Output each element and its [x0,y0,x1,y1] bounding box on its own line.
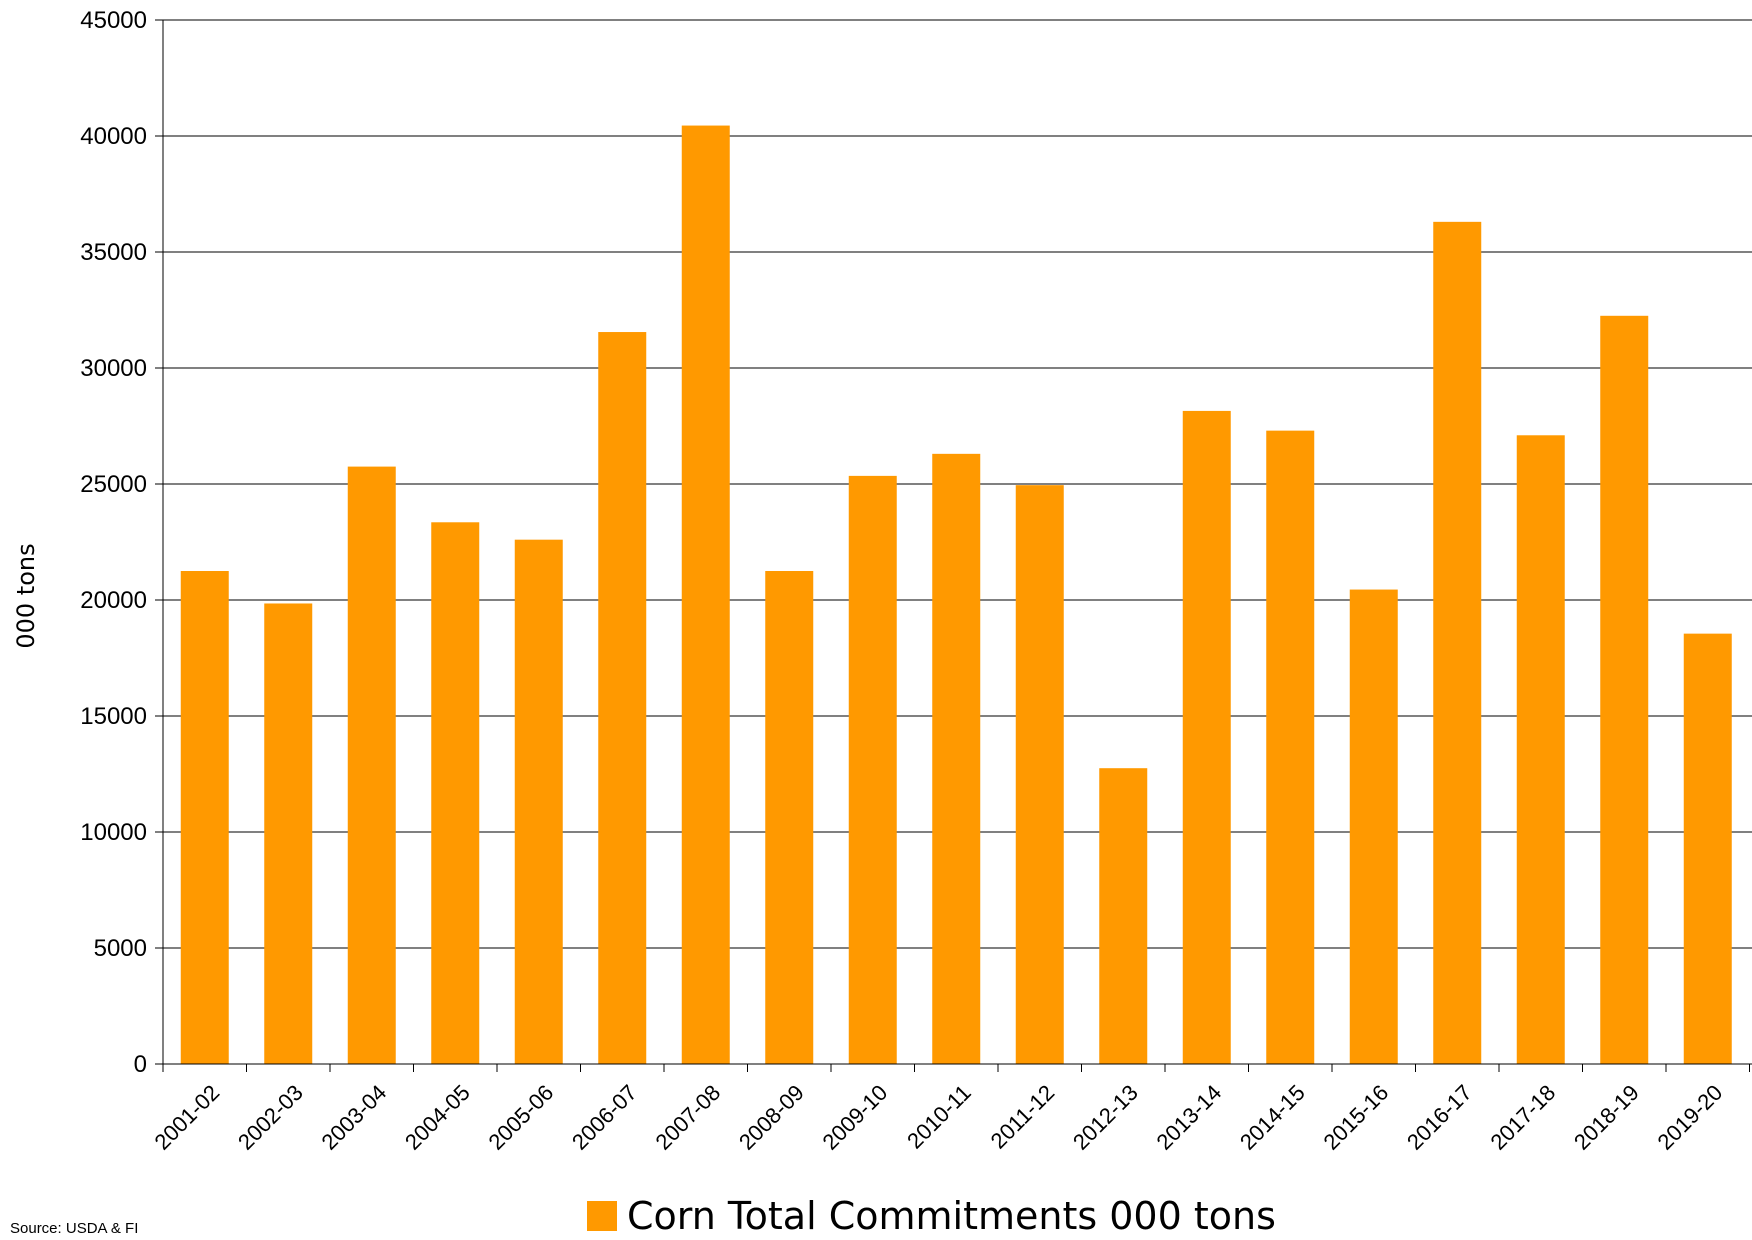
bar-2013-14 [1182,410,1231,1064]
source-note: Source: USDA & FI [10,1220,139,1237]
x-tick-label: 2018-19 [1569,1080,1644,1155]
legend-label: Corn Total Commitments 000 tons [627,1194,1276,1238]
x-tick-label: 2015-16 [1319,1080,1394,1155]
bar-2004-05 [431,522,480,1064]
x-tick-label: 2019-20 [1653,1080,1728,1155]
x-tick-label: 2009-10 [818,1080,893,1155]
bar-2012-13 [1099,768,1148,1064]
bar-2015-16 [1349,589,1398,1064]
bar-2017-18 [1516,435,1565,1064]
bar-2003-04 [347,466,396,1065]
x-tick-label: 2006-07 [567,1080,642,1155]
x-tick-label: 2014-15 [1235,1080,1310,1155]
bar-2010-11 [932,453,981,1065]
y-axis-title: 000 tons [12,543,40,648]
y-tick-label: 45000 [80,7,147,34]
bar-2011-12 [1015,485,1064,1064]
x-tick-label: 2016-17 [1402,1080,1477,1155]
y-tick-label: 40000 [80,123,147,150]
x-tick-label: 2005-06 [484,1080,559,1155]
bar-2002-03 [264,603,313,1064]
y-tick-labels: 0 5000 10000 15000 20000 25000 30000 35000 40000… [80,7,163,1078]
bar-2005-06 [514,539,563,1064]
bar-2014-15 [1266,430,1315,1064]
y-tick-label: 35000 [80,239,147,266]
bar-2009-10 [848,475,897,1064]
y-tick-label: 5000 [94,935,147,962]
x-tick-label: 2008-09 [734,1080,809,1155]
x-tick-label: 2010-11 [902,1080,976,1154]
x-tick-label: 2002-03 [233,1080,308,1155]
y-tick-label: 30000 [80,355,147,382]
legend-swatch [587,1201,617,1231]
x-tick-label: 2013-14 [1152,1080,1227,1155]
bar-2006-07 [598,332,647,1064]
x-tick-labels: 2001-02 2002-03 2003-04 2004-05 2005-06 2006-… [150,1064,1750,1155]
x-tick-label: 2003-04 [317,1080,392,1155]
bar-2018-19 [1600,315,1649,1064]
axes [162,20,1752,1065]
x-tick-label: 2007-08 [651,1080,726,1155]
bar-2008-09 [765,571,814,1064]
x-tick-label: 2001-02 [150,1080,225,1155]
bars [180,125,1732,1065]
legend: Corn Total Commitments 000 tons [587,1194,1276,1238]
y-tick-label: 10000 [80,819,147,846]
y-tick-label: 20000 [80,587,147,614]
y-tick-label: 15000 [80,703,147,730]
x-tick-label: 2011-12 [986,1080,1060,1154]
bar-2007-08 [681,125,730,1064]
x-tick-label: 2004-05 [400,1080,475,1155]
y-tick-label: 25000 [80,471,147,498]
y-tick-label: 0 [134,1051,147,1078]
bar-2016-17 [1433,221,1482,1065]
x-tick-label: 2012-13 [1068,1080,1143,1155]
x-tick-label: 2017-18 [1486,1080,1561,1155]
bar-2019-20 [1683,633,1732,1064]
bar-2001-02 [180,571,229,1064]
